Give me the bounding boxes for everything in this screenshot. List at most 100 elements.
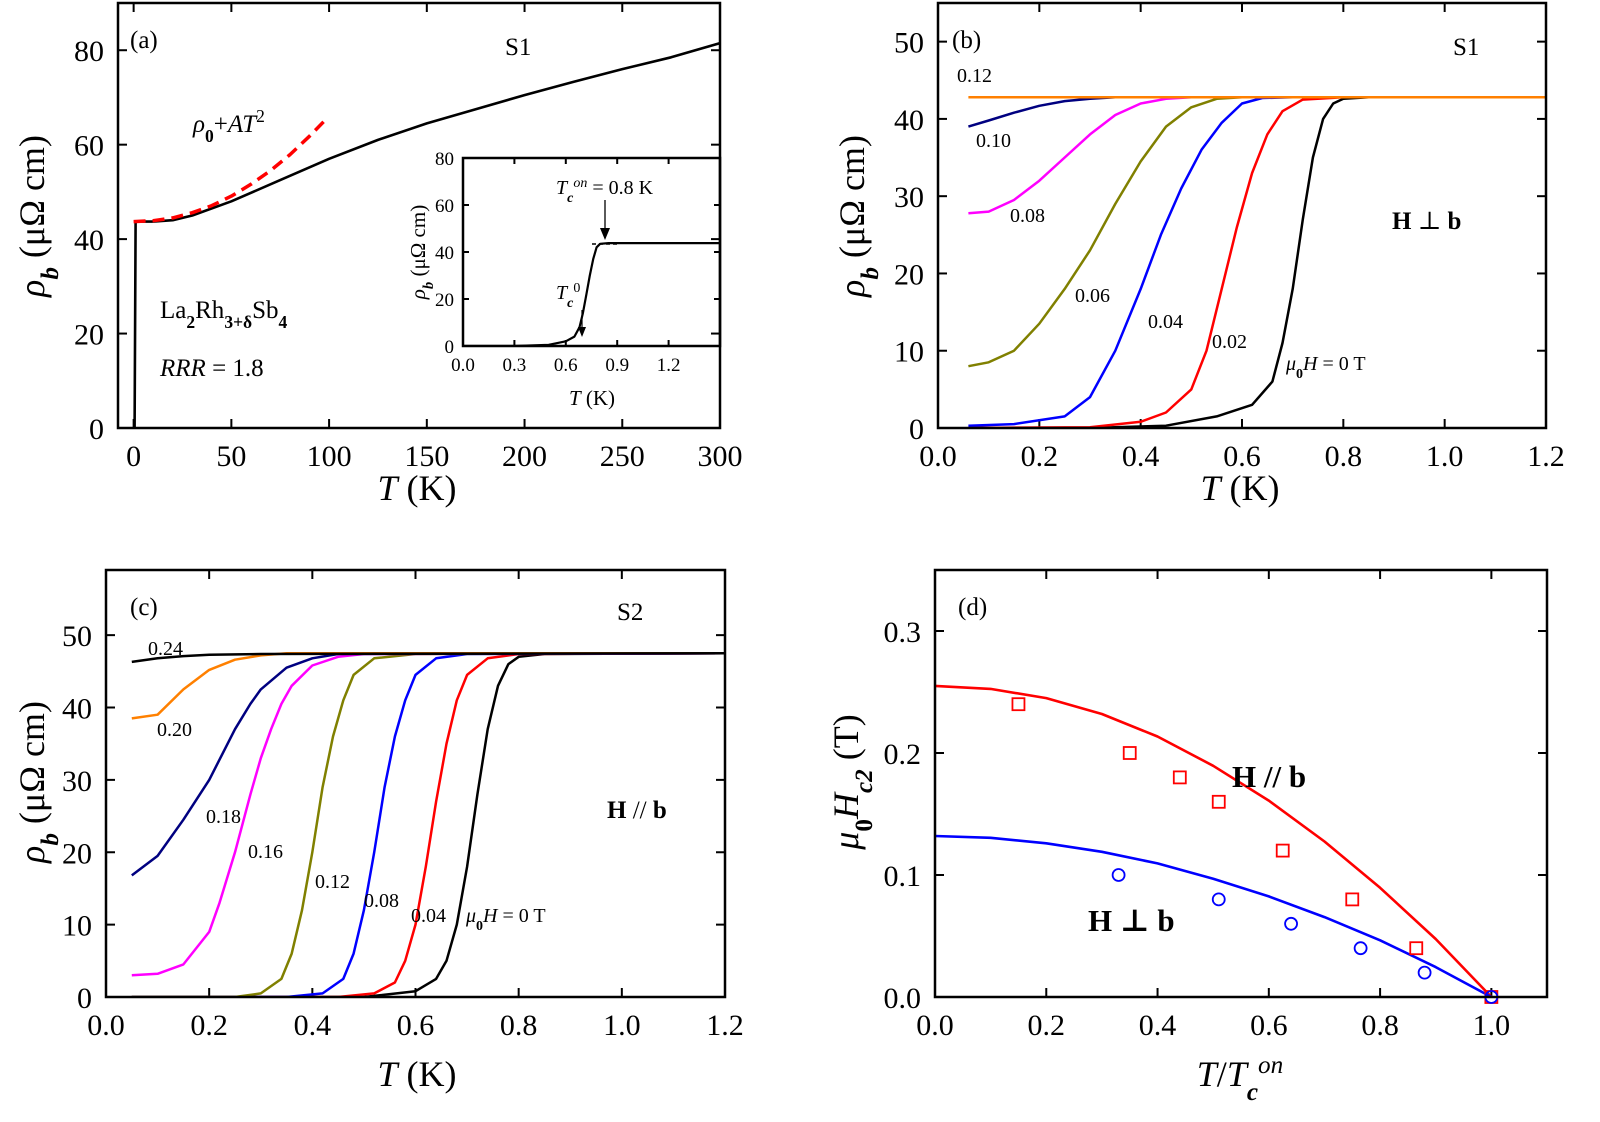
inset-x-axis-label-part: T [569,386,582,410]
y-tick-label: 0.2 [884,738,922,771]
inset-x-axis-label: T (K) [569,386,615,410]
y-axis-label-part: 0 [851,819,878,832]
field-label-part: b [1447,208,1461,235]
series-line-0-24 [131,651,725,664]
inset-tc-on-label: Tcon = 0.8 K [556,176,654,206]
series-label: 0.18 [206,806,241,828]
series-line-0-10 [968,96,1546,128]
series-label: 0.04 [411,905,446,927]
inset-series-line [463,242,720,346]
y-tick-label: 20 [435,290,454,311]
series-label: 0.10 [976,130,1011,152]
x-tick-label: 0.8 [1325,440,1363,473]
series-label-part: b [1157,903,1174,938]
x-tick-label: 100 [307,440,352,473]
y-axis-label-part: (T) [826,714,866,769]
compound-label-part: 4 [279,312,288,332]
y-tick-label: 0 [89,413,104,446]
series-group [968,96,1546,428]
x-tick-label: 0.4 [294,1009,332,1042]
series-line-fit-0-AT-2 [133,118,327,224]
series-label: μ0H = 0 T [465,905,546,934]
y-axis-label-part: ρ [832,280,872,298]
x-axis-label: T/Tcon [1197,1052,1283,1106]
x-axis-label-part: T [1197,1054,1220,1094]
y-tick-label: 40 [74,224,104,257]
series-line-0-08 [968,96,1546,215]
compound-label-part: 2 [186,312,195,332]
fit-line [935,684,1493,997]
series-line-0-06 [968,96,1546,368]
x-tick-label: 0.8 [500,1009,538,1042]
series-group [131,651,725,997]
inset-tc-on-label-part: T [556,177,569,199]
y-axis-label-part: ρ [12,280,52,298]
x-tick-label: 0.0 [87,1009,125,1042]
fit-label-part: 2 [256,106,265,126]
inset-tc-on-arrowhead [600,228,610,240]
series-line-0-16 [131,651,725,977]
x-tick-label: 150 [404,440,449,473]
y-tick-label: 80 [74,35,104,68]
plot-frame [104,568,727,999]
y-tick-label: 20 [74,319,104,352]
series-label-part: // [1256,759,1289,794]
x-axis-label-part: on [1258,1052,1283,1079]
plot-frame [936,1,1548,430]
field-label: H // b [607,797,667,824]
series-label: H ⊥ b [1088,903,1175,938]
y-axis-label: ρb (μΩ cm) [12,701,64,864]
plot-frame [933,568,1549,999]
panel-label: (a) [130,27,158,54]
data-point-square [1211,794,1226,809]
data-point-circle [1284,916,1298,931]
y-axis-label-part: (μΩ cm) [12,135,52,267]
data-point-circle [1417,965,1432,980]
series-label: H // b [1232,759,1306,794]
series-label: 0.16 [248,841,283,863]
series-label: 0.12 [957,65,992,87]
y-tick-label: 0 [445,337,455,358]
data-point-circle [1211,892,1226,907]
fit-label-part: AT [226,111,258,138]
x-tick-label: 0.8 [1361,1009,1399,1042]
inset-y-axis-label-part: ρ [406,289,430,300]
x-axis-label-part: T [377,468,400,508]
y-tick-label: 60 [74,130,104,163]
x-axis-label-part: T [1227,1054,1250,1094]
x-tick-label: 50 [216,440,246,473]
y-axis-label-part: b [857,267,884,280]
series-label: 0.20 [157,719,192,741]
series-label-part: H [1088,903,1112,938]
series-group [133,41,720,428]
y-axis-label: ρb (μΩ cm) [12,135,64,298]
fit-line [935,834,1493,997]
series-line--0H-0-T [968,96,1546,428]
data-point-square [1275,843,1290,858]
inset-y-axis-label-part: (μΩ cm) [406,205,430,282]
y-tick-label: 20 [62,837,92,870]
x-tick-label: 1.2 [1527,440,1565,473]
series-group [935,684,1493,997]
inset-tc-zero-label: Tc0 [556,281,580,311]
y-tick-label: 0 [77,982,92,1015]
y-tick-label: 60 [435,196,454,217]
x-axis-label-part: T [377,1054,400,1094]
plot-frame [461,156,722,348]
sample-label: S2 [617,599,643,626]
field-label-part: H [1392,208,1412,235]
series-line-0-02 [968,96,1546,428]
panel-label: (d) [958,594,987,621]
inset-x-axis-label-part: (K) [581,386,615,410]
y-tick-label: 50 [62,620,92,653]
y-axis-label: ρb (μΩ cm) [832,135,884,298]
y-axis-label-part: (μΩ cm) [832,135,872,267]
x-tick-label: 0.9 [605,355,629,376]
series-label-part: μ [465,905,476,927]
y-axis-label-part: ρ [12,846,52,864]
series-label: μ0H = 0 T [1285,353,1366,382]
y-tick-label: 20 [894,258,924,291]
